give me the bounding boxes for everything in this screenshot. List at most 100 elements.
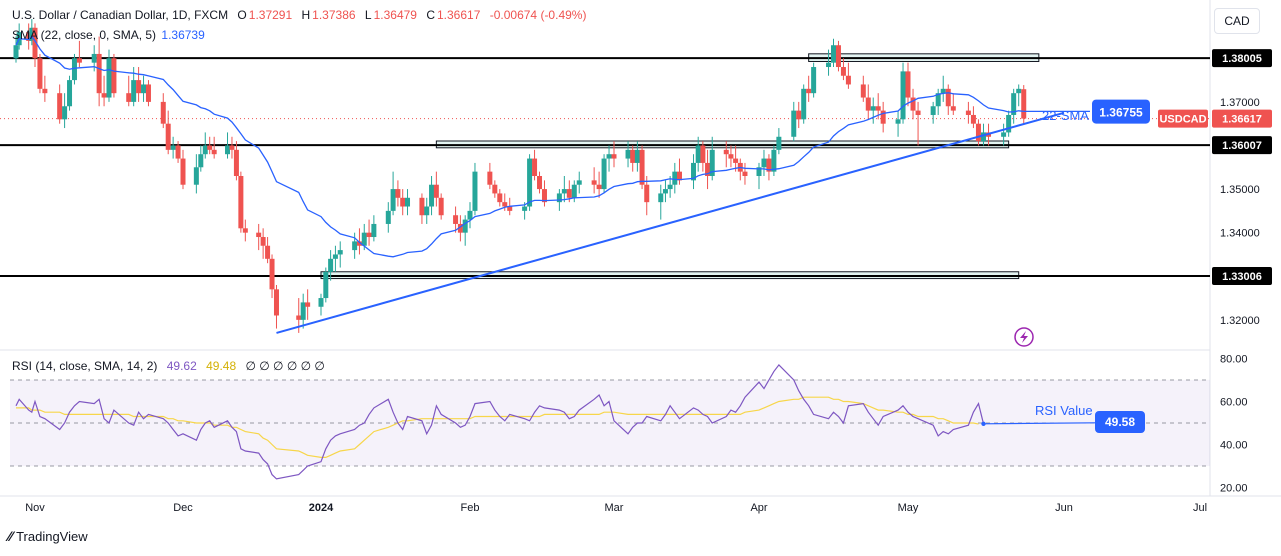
candle-body bbox=[395, 189, 401, 198]
high-label: H bbox=[301, 8, 311, 22]
candle-body bbox=[662, 189, 668, 194]
candle-body bbox=[160, 101, 166, 124]
low-label: L bbox=[364, 8, 372, 22]
candle-body bbox=[497, 193, 503, 203]
candle-body bbox=[980, 132, 986, 142]
candle-body bbox=[1016, 88, 1022, 94]
candle-body bbox=[419, 197, 425, 216]
level-price-label: 1.33006 bbox=[1222, 271, 1262, 283]
candle-body bbox=[766, 158, 772, 172]
candle-body bbox=[801, 88, 807, 120]
sma-legend-value: 1.36739 bbox=[161, 28, 205, 42]
tradingview-icon: ⁄⁄ bbox=[8, 528, 13, 544]
candle-body bbox=[424, 206, 430, 216]
candle-body bbox=[806, 88, 812, 94]
candle-body bbox=[101, 93, 107, 98]
sma-value-text: 1.36755 bbox=[1099, 106, 1143, 120]
rsi-legend[interactable]: RSI (14, close, SMA, 14, 2) 49.62 49.48 … bbox=[12, 359, 327, 373]
candle-body bbox=[233, 149, 239, 176]
open-value: 1.37291 bbox=[248, 8, 293, 22]
candle-body bbox=[970, 114, 976, 124]
candle-body bbox=[467, 210, 473, 220]
candle-body bbox=[405, 197, 411, 207]
time-tick-label: Mar bbox=[605, 502, 624, 514]
candle-body bbox=[905, 71, 911, 98]
time-tick-label: Nov bbox=[25, 502, 45, 514]
candle-body bbox=[910, 97, 916, 111]
candle-body bbox=[566, 189, 572, 198]
symbol-title: U.S. Dollar / Canadian Dollar, 1D, FXCM bbox=[12, 8, 229, 22]
candle-body bbox=[541, 189, 547, 203]
time-tick-label: 2024 bbox=[309, 502, 334, 514]
candle-body bbox=[256, 232, 262, 238]
rsi-value-badge bbox=[1095, 411, 1145, 433]
candle-body bbox=[385, 210, 391, 224]
candle-body bbox=[695, 145, 701, 163]
candle-body bbox=[356, 241, 362, 246]
candle-body bbox=[845, 75, 851, 85]
candle-body bbox=[390, 189, 396, 211]
change-value: -0.00674 (-0.49%) bbox=[489, 8, 587, 22]
candle-body bbox=[761, 158, 767, 168]
price-tick-label: 1.32000 bbox=[1220, 315, 1260, 327]
candle-body bbox=[975, 123, 981, 142]
candle-body bbox=[165, 123, 171, 150]
candle-body bbox=[672, 171, 678, 185]
candle-body bbox=[658, 193, 664, 203]
candle-body bbox=[323, 271, 329, 299]
rsi-pointer-line bbox=[983, 422, 1096, 425]
candle-body bbox=[527, 158, 533, 207]
candle-body bbox=[630, 149, 636, 163]
candle-body bbox=[611, 154, 617, 159]
sma-legend[interactable]: SMA (22, close, 0, SMA, 5) 1.36739 bbox=[12, 28, 207, 42]
sma-legend-label: SMA (22, close, 0, SMA, 5) bbox=[12, 28, 157, 42]
candle-body bbox=[32, 27, 38, 59]
symbol-tag: USDCAD bbox=[1159, 114, 1206, 126]
candle-body bbox=[625, 149, 631, 159]
last-price-label: 1.36617 bbox=[1222, 114, 1262, 126]
level-price-label-bg bbox=[1212, 136, 1272, 155]
candle-body bbox=[826, 62, 832, 68]
price-tick-label: 1.34000 bbox=[1220, 228, 1260, 240]
candle-body bbox=[371, 223, 377, 238]
candle-body bbox=[860, 84, 866, 98]
candle-body bbox=[207, 145, 213, 150]
candle-body bbox=[691, 162, 697, 181]
candle-body bbox=[840, 67, 846, 76]
candle-body bbox=[76, 58, 82, 63]
sma-line bbox=[15, 35, 1024, 258]
candle-body bbox=[705, 162, 711, 176]
candle-body bbox=[67, 80, 73, 107]
candle-body bbox=[305, 302, 311, 307]
candle-body bbox=[537, 176, 543, 190]
candle-body bbox=[556, 193, 562, 203]
candle-body bbox=[771, 149, 777, 172]
candle-body bbox=[880, 110, 886, 124]
tradingview-logo[interactable]: ⁄⁄ TradingView bbox=[8, 528, 88, 544]
time-tick-label: Apr bbox=[750, 502, 767, 514]
candle-body bbox=[1021, 89, 1027, 119]
candle-body bbox=[895, 119, 901, 124]
price-legend: U.S. Dollar / Canadian Dollar, 1D, FXCM … bbox=[12, 8, 588, 22]
candle-body bbox=[723, 149, 729, 155]
price-tick-label: 1.35000 bbox=[1220, 184, 1260, 196]
rsi-note: RSI Value bbox=[1035, 403, 1093, 418]
candle-body bbox=[462, 219, 468, 233]
lightning-icon[interactable] bbox=[1014, 327, 1034, 347]
rsi-tick-label: 80.00 bbox=[1220, 353, 1248, 365]
candle-body bbox=[571, 184, 577, 198]
candle-body bbox=[700, 145, 706, 163]
candle-body bbox=[472, 171, 478, 211]
candle-body bbox=[42, 88, 48, 94]
currency-button[interactable]: CAD bbox=[1214, 8, 1260, 34]
candle-body bbox=[667, 184, 673, 190]
candle-body bbox=[601, 158, 607, 190]
candle-body bbox=[242, 228, 248, 233]
candle-body bbox=[71, 58, 77, 81]
rsi-legend-label: RSI (14, close, SMA, 14, 2) bbox=[12, 359, 158, 373]
candle-body bbox=[13, 45, 19, 59]
candle-body bbox=[136, 80, 142, 94]
candle-body bbox=[676, 171, 682, 181]
tradingview-wordmark: TradingView bbox=[16, 529, 88, 544]
